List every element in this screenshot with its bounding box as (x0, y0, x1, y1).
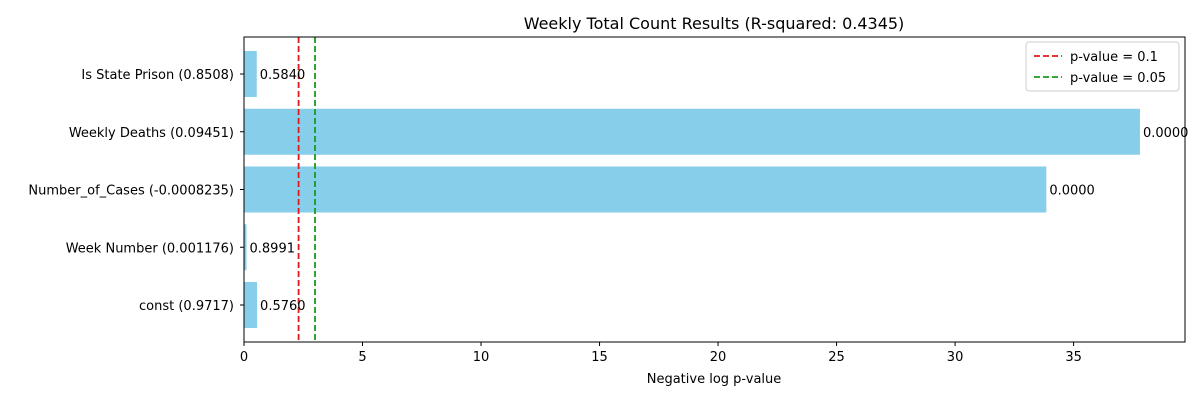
chart-title: Weekly Total Count Results (R-squared: 0… (524, 14, 905, 33)
legend-label: p-value = 0.05 (1070, 71, 1166, 86)
legend-label: p-value = 0.1 (1070, 50, 1158, 65)
x-tick-label: 5 (358, 350, 366, 365)
x-tick-label: 30 (947, 350, 964, 365)
bar-value-label: 0.0000 (1049, 184, 1095, 199)
x-tick-labels: 0 5 10 15 20 25 30 35 (240, 342, 1082, 365)
x-tick-label: 15 (591, 350, 608, 365)
y-tick-labels: Is State Prison (0.8508) Weekly Deaths (0… (28, 68, 244, 314)
x-tick-label: 0 (240, 350, 248, 365)
bar-value-label: 0.0000 (1143, 126, 1189, 141)
bar (244, 166, 1047, 213)
bar (244, 108, 1140, 155)
bar (244, 224, 247, 271)
bar-value-label: 0.5840 (260, 68, 306, 83)
x-tick-label: 10 (473, 350, 490, 365)
bar-group (244, 51, 1140, 328)
y-tick-label: Is State Prison (0.8508) (81, 68, 234, 83)
y-tick-label: const (0.9717) (139, 299, 234, 314)
y-tick-label: Week Number (0.001176) (66, 241, 234, 256)
x-tick-label: 35 (1065, 350, 1082, 365)
reference-lines (297, 37, 316, 342)
bar (244, 282, 258, 328)
legend: p-value = 0.1 p-value = 0.05 (1025, 41, 1180, 92)
bar-value-labels: 0.5840 0.0000 0.0000 0.8991 0.5760 (250, 68, 1189, 314)
bar-value-label: 0.8991 (250, 241, 296, 256)
x-tick-label: 20 (710, 350, 727, 365)
y-tick-label: Number_of_Cases (-0.0008235) (28, 184, 234, 199)
x-tick-label: 25 (828, 350, 845, 365)
y-tick-label: Weekly Deaths (0.09451) (69, 126, 234, 141)
legend-box (1025, 41, 1180, 92)
bar-value-label: 0.5760 (260, 299, 306, 314)
x-axis-label: Negative log p-value (647, 372, 782, 387)
bar (244, 51, 257, 97)
